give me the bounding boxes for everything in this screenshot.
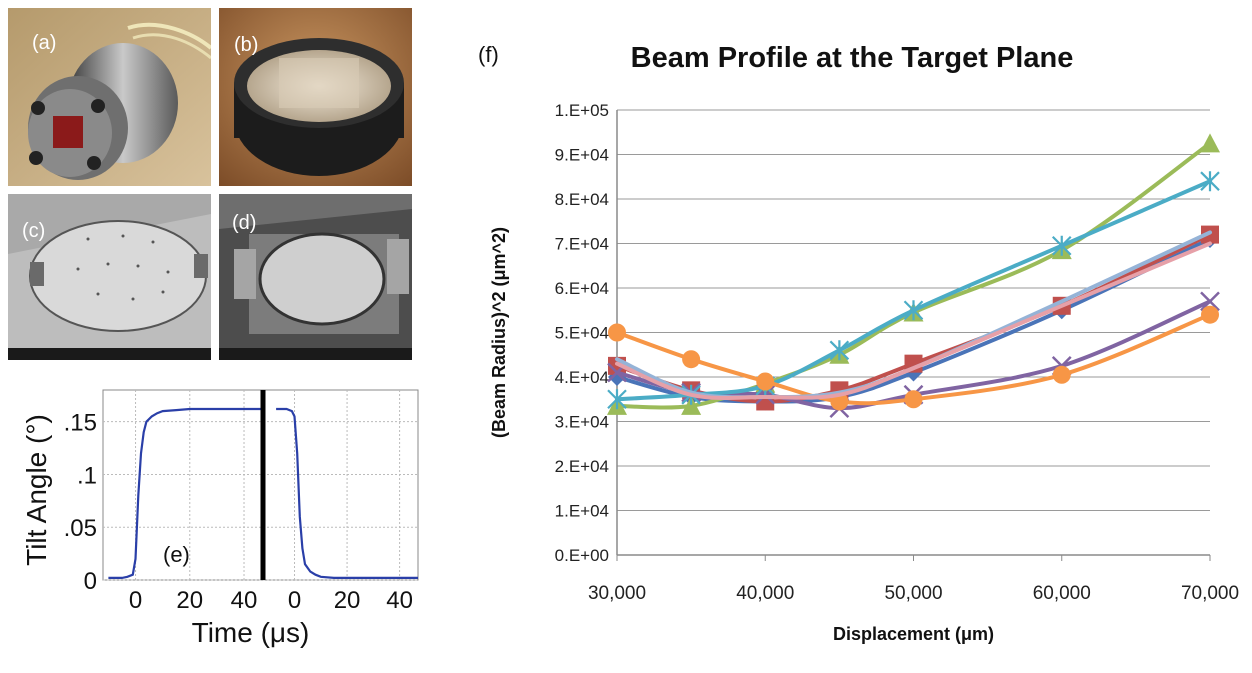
data-point	[608, 323, 626, 342]
y-axis-label: Tilt Angle (°)	[21, 414, 52, 566]
photo-panel-b: (b)	[219, 8, 412, 186]
data-point	[1051, 235, 1072, 256]
x-axis-label: Displacement (μm)	[833, 624, 994, 644]
series-line	[615, 241, 1212, 401]
panel-label-b: (b)	[234, 34, 259, 56]
tilt-angle-chart: 0 .05 .1 .15 0 20 40 0 20 40 Time (μs) Tilt Angle (…	[21, 389, 419, 648]
x-tick-label: 20	[176, 587, 203, 614]
y-tick-label: .05	[64, 515, 97, 542]
y-tick-label: 2.E+04	[555, 457, 609, 476]
panel-label-f: (f)	[478, 42, 499, 67]
data-point	[904, 390, 923, 409]
data-point	[829, 340, 850, 361]
data-point	[1200, 171, 1220, 192]
data-point	[1052, 365, 1071, 384]
y-tick-label: 8.E+04	[555, 190, 609, 209]
x-tick-label: 20	[334, 587, 361, 614]
x-tick-label: 60,000	[1033, 583, 1091, 604]
y-tick-label: 3.E+04	[555, 413, 609, 432]
fall-trace	[276, 407, 418, 579]
y-tick-label: 5.E+04	[555, 324, 609, 343]
photo-panel-a: (a)	[8, 8, 211, 186]
data-point	[903, 300, 924, 321]
x-tick-label: 50,000	[884, 583, 942, 604]
x-tick-label: 40,000	[736, 583, 794, 604]
data-point	[681, 395, 702, 415]
sem-device-image	[219, 194, 412, 360]
x-tick-label: 30,000	[588, 583, 646, 604]
sem-mirror-image	[8, 194, 211, 360]
y-tick-label: 0.E+00	[555, 546, 609, 565]
y-axis-label: (Beam Radius)^2 (μm^2)	[489, 227, 509, 438]
y-tick-label: .15	[64, 410, 97, 437]
data-point	[756, 372, 775, 391]
y-tick-label: 6.E+04	[555, 279, 609, 298]
mirror-mount-photo	[219, 8, 412, 186]
beam-profile-chart: (f) Beam Profile at the Target Plane 0.E+0…	[478, 42, 1239, 644]
x-tick-label: 0	[129, 587, 142, 614]
y-tick-label: 0	[84, 568, 97, 595]
data-point	[1200, 133, 1220, 153]
sem-panel-c: (c)	[8, 194, 211, 360]
chart-title: Beam Profile at the Target Plane	[631, 42, 1074, 74]
sem-panel-d: (d)	[219, 194, 412, 360]
series-8	[615, 241, 1212, 401]
data-point	[607, 389, 627, 410]
y-tick-label: 9.E+04	[555, 146, 609, 165]
x-axis-label: Time (μs)	[192, 617, 310, 648]
y-tick-label: 7.E+04	[555, 235, 609, 254]
x-tick-label: 0	[288, 587, 301, 614]
panel-label-d: (d)	[232, 212, 257, 234]
y-tick-label: 1.E+05	[555, 101, 609, 120]
x-tick-label: 70,000	[1181, 583, 1239, 604]
series-6	[608, 305, 1219, 411]
panel-label-e: (e)	[163, 542, 190, 567]
x-tick-label: 40	[231, 587, 258, 614]
panel-label-c: (c)	[22, 220, 46, 242]
x-tick-label: 40	[386, 587, 413, 614]
panel-label-a: (a)	[32, 32, 57, 54]
data-point	[1201, 305, 1219, 324]
rise-trace	[108, 407, 263, 579]
y-tick-label: 1.E+04	[555, 502, 609, 521]
y-tick-label: .1	[77, 462, 97, 489]
connector-photo	[8, 8, 211, 186]
y-tick-label: 4.E+04	[555, 368, 609, 387]
data-point	[1200, 291, 1220, 312]
data-point	[682, 350, 701, 369]
